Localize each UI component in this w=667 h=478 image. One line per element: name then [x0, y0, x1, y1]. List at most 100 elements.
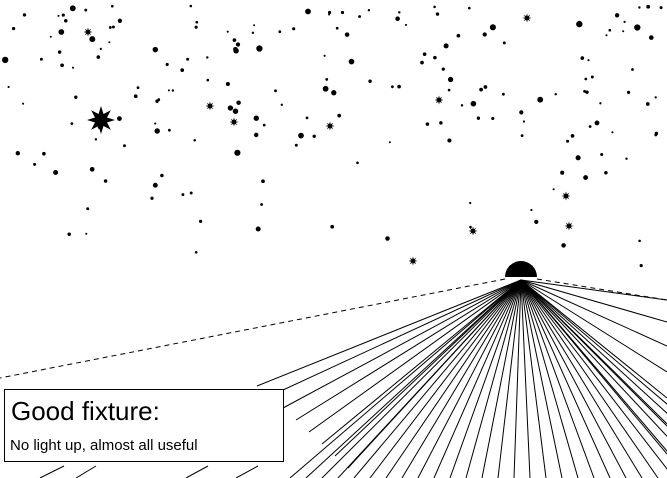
- sparkle-star: [468, 226, 478, 236]
- star-dot: [253, 132, 259, 138]
- star-dot: [189, 191, 193, 195]
- light-beam: [520, 279, 667, 301]
- sparkle-star: [564, 221, 574, 231]
- star-dot: [468, 6, 471, 10]
- star-dot: [232, 108, 239, 114]
- star-dot: [64, 19, 68, 23]
- star-dot: [469, 225, 472, 229]
- star-dot: [186, 57, 190, 61]
- light-beam: [520, 279, 547, 478]
- light-beam: [449, 279, 522, 478]
- star-dot: [639, 264, 643, 268]
- star-dot: [323, 54, 326, 57]
- sparkle-star: [205, 101, 215, 111]
- star-dot: [605, 34, 608, 37]
- star-dot: [460, 104, 464, 107]
- light-beam: [465, 279, 522, 478]
- star-dot: [422, 52, 427, 56]
- star-dot: [110, 4, 114, 8]
- light-beam: [497, 279, 522, 478]
- star-dot: [298, 132, 304, 139]
- star-dot: [554, 92, 557, 96]
- star-dot: [136, 86, 140, 90]
- star-dot: [71, 66, 75, 69]
- star-dot: [397, 84, 401, 89]
- star-dot: [280, 103, 283, 106]
- star-dot: [502, 41, 506, 45]
- star-dot: [261, 179, 265, 184]
- star-dot: [585, 90, 589, 94]
- light-beam: [520, 279, 667, 373]
- light-beam: [385, 279, 522, 478]
- star-dot: [443, 43, 449, 49]
- star-dot: [590, 75, 594, 79]
- star-dot: [561, 243, 566, 248]
- star-dot: [193, 139, 196, 142]
- star-dot: [537, 96, 544, 103]
- star-dot: [99, 47, 102, 50]
- star-dot: [623, 20, 626, 24]
- star-dot: [594, 120, 600, 126]
- caption-title: Good fixture:: [11, 396, 160, 426]
- semicircle-lamp-icon: [505, 261, 537, 277]
- sparkle-star: [434, 95, 444, 105]
- light-beam: [520, 279, 667, 399]
- star-dot: [570, 134, 575, 138]
- star-dot: [348, 58, 355, 65]
- sparkle-star: [229, 117, 239, 127]
- star-dot: [631, 68, 634, 71]
- star-dot: [599, 102, 602, 105]
- star-dot: [253, 115, 259, 121]
- star-dot: [180, 68, 185, 72]
- star-dot: [154, 122, 157, 125]
- star-field: [2, 4, 663, 268]
- light-beam: [520, 279, 579, 478]
- star-dot: [116, 116, 122, 122]
- star-dot: [251, 31, 255, 35]
- light-beam: [75, 465, 97, 478]
- star-dot: [625, 157, 628, 160]
- star-dot: [61, 13, 65, 17]
- light-beam: [520, 279, 667, 437]
- star-dot: [433, 55, 437, 60]
- star-dot: [608, 28, 612, 32]
- star-dot: [330, 224, 335, 229]
- star-dot: [388, 141, 391, 144]
- star-dot: [42, 151, 46, 156]
- star-dot: [456, 33, 461, 38]
- star-dot: [447, 88, 451, 92]
- star-dot: [74, 95, 78, 99]
- star-dot: [255, 226, 261, 232]
- star-dot: [227, 105, 234, 111]
- star-dot: [501, 92, 505, 96]
- light-cone-boundary: [0, 278, 667, 379]
- caption-subtitle: No light up, almost all useful: [10, 437, 198, 454]
- star-dot: [15, 151, 20, 156]
- star-dot: [194, 251, 198, 254]
- star-dot: [69, 5, 76, 12]
- star-dot: [85, 232, 88, 235]
- star-dot: [648, 35, 654, 40]
- star-dot: [322, 85, 329, 92]
- star-dot: [195, 20, 199, 24]
- sparkle-star: [408, 256, 418, 266]
- star-dot: [520, 134, 524, 138]
- light-beam: [185, 465, 209, 478]
- star-dot: [225, 81, 230, 87]
- star-dot: [236, 100, 241, 105]
- star-dot: [206, 56, 209, 59]
- star-dot: [305, 8, 311, 15]
- star-dot: [260, 203, 263, 206]
- light-beam: [347, 279, 522, 469]
- star-dot: [108, 25, 112, 29]
- star-dot: [150, 196, 154, 200]
- star-dot: [274, 89, 277, 93]
- star-dot: [439, 121, 443, 125]
- star-dot: [344, 32, 350, 37]
- star-dot: [94, 138, 98, 141]
- light-beam: [308, 279, 522, 433]
- star-dot: [483, 85, 488, 89]
- star-dot: [470, 100, 477, 107]
- star-dot: [575, 155, 581, 161]
- star-dot: [57, 14, 60, 17]
